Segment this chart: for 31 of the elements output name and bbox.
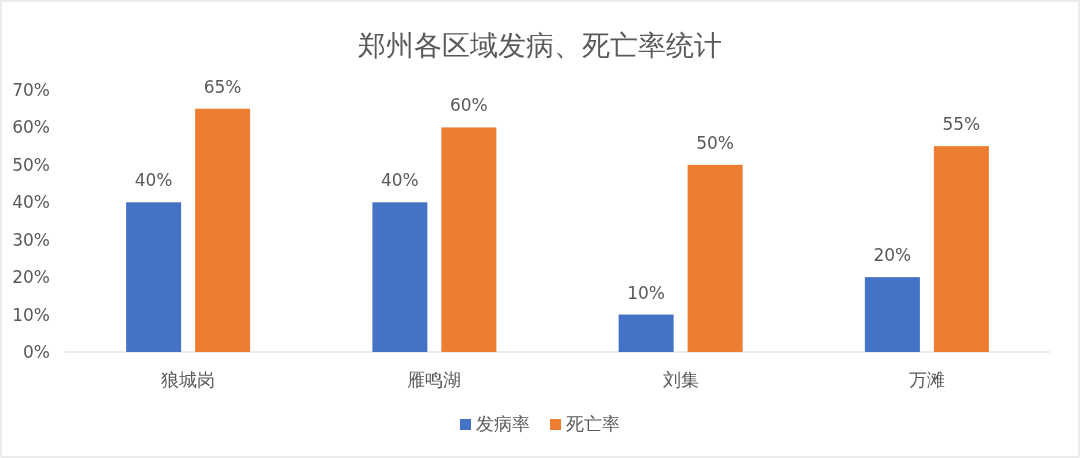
data-label: 50% [696, 132, 735, 153]
y-tick-label: 10% [12, 304, 50, 325]
y-tick-label: 70% [12, 80, 50, 100]
data-label: 60% [449, 95, 488, 116]
data-label: 20% [873, 245, 912, 266]
bar [618, 314, 674, 352]
y-tick-label: 20% [12, 267, 50, 288]
bar [195, 108, 251, 352]
legend-label: 发病率 [476, 413, 530, 434]
bar [372, 202, 428, 352]
bar [441, 127, 497, 352]
x-tick-label: 万滩 [908, 369, 945, 390]
y-tick-label: 50% [12, 154, 50, 175]
data-label: 55% [942, 114, 981, 135]
y-tick-label: 40% [12, 192, 50, 213]
bar [126, 202, 182, 352]
data-label: 40% [134, 170, 173, 191]
bar [864, 277, 920, 352]
chart-title: 郑州各区域发病、死亡率统计 [358, 29, 722, 62]
x-tick-label: 雁鸣湖 [407, 369, 462, 390]
bar [687, 164, 743, 352]
y-tick-label: 30% [12, 229, 50, 250]
y-tick-label: 60% [12, 117, 50, 138]
legend-label: 死亡率 [566, 413, 620, 434]
data-label: 10% [627, 282, 666, 303]
x-tick-label: 刘集 [662, 369, 699, 390]
bar [933, 146, 989, 352]
y-tick-label: 0% [23, 342, 50, 362]
x-tick-label: 狼城岗 [161, 369, 216, 390]
data-label: 40% [380, 170, 419, 191]
data-label: 65% [203, 76, 242, 97]
